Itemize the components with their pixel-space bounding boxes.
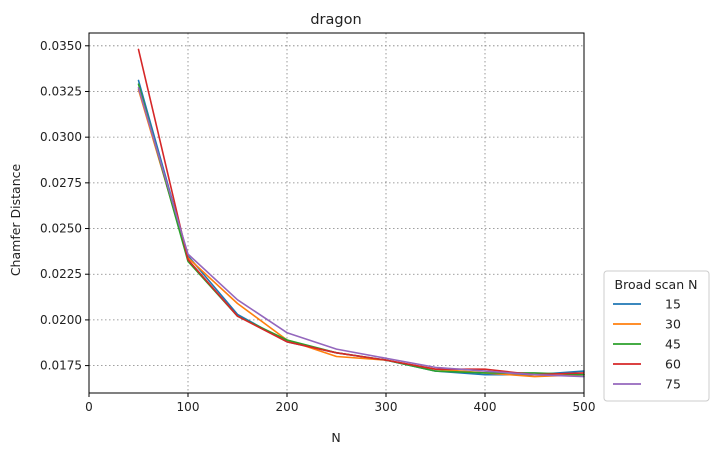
series-layer <box>137 48 585 378</box>
y-tick-label: 0.0200 <box>40 313 82 327</box>
legend-label-15: 15 <box>665 297 681 312</box>
series-line-75 <box>137 87 585 378</box>
x-tick-label: 0 <box>85 400 93 414</box>
y-tick-label: 0.0350 <box>40 39 82 53</box>
y-axis-ticks: 0.0175 0.0200 0.0225 0.0250 0.0275 0.0300 0.03… <box>40 39 89 373</box>
y-tick-label: 0.0250 <box>40 222 82 236</box>
y-tick-label: 0.0225 <box>40 267 82 281</box>
legend-label-30: 30 <box>665 317 681 332</box>
legend-items: 15 30 45 60 75 <box>613 297 681 392</box>
x-axis-label: N <box>331 430 340 445</box>
grid <box>88 33 585 393</box>
y-tick-label: 0.0175 <box>40 359 82 373</box>
x-tick-label: 300 <box>375 400 398 414</box>
x-tick-label: 200 <box>276 400 299 414</box>
series-line-60 <box>137 48 585 376</box>
y-axis-label: Chamfer Distance <box>8 164 23 277</box>
series-line-30 <box>137 88 585 378</box>
y-tick-label: 0.0325 <box>40 84 82 98</box>
plot-frame <box>88 32 585 394</box>
x-tick-label: 100 <box>177 400 200 414</box>
x-tick-label: 400 <box>474 400 497 414</box>
y-tick-label: 0.0300 <box>40 130 82 144</box>
x-tick-label: 500 <box>573 400 596 414</box>
series-line-15 <box>137 79 585 376</box>
legend: Broad scan N 15 30 45 60 75 <box>603 270 710 402</box>
y-tick-label: 0.0275 <box>40 176 82 190</box>
chart-title: dragon <box>310 12 361 28</box>
legend-label-45: 45 <box>665 337 681 352</box>
legend-label-60: 60 <box>665 357 681 372</box>
legend-title: Broad scan N <box>615 277 698 292</box>
x-axis-ticks: 0 100 200 300 400 500 <box>85 393 595 414</box>
legend-label-75: 75 <box>665 377 681 392</box>
series-line-45 <box>137 83 585 376</box>
